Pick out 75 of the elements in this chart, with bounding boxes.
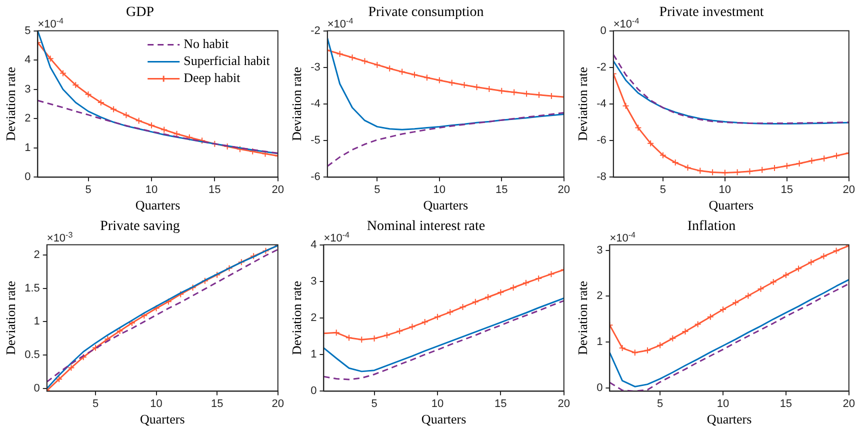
y-tick-label: -2 — [310, 24, 320, 37]
x-tick-label: 10 — [718, 184, 732, 196]
legend-label: Superficial habit — [184, 53, 270, 68]
y-tick-label: -8 — [596, 171, 606, 184]
y-axis-title: Deviation rate — [3, 66, 18, 141]
x-tick-label: 15 — [210, 398, 224, 410]
x-tick-label: 20 — [272, 398, 284, 410]
y-tick-label: 2 — [24, 112, 31, 125]
x-tick-label: 10 — [145, 184, 158, 196]
y-tick-label: -6 — [596, 134, 606, 147]
x-tick-label: 5 — [85, 184, 92, 196]
x-tick-label: 5 — [374, 184, 380, 196]
y-axis-title: Deviation rate — [289, 280, 304, 355]
y-axis-title: Deviation rate — [289, 66, 304, 141]
chart-title: GDP — [126, 5, 154, 20]
x-tick-label: 10 — [716, 398, 730, 410]
x-axis-title: Quarters — [706, 412, 752, 427]
y-tick-label: 2 — [596, 290, 603, 302]
y-tick-label: 1 — [24, 142, 31, 154]
chart-title: Private saving — [100, 219, 180, 234]
y-tick-label: 3 — [596, 244, 603, 256]
y-tick-label: 0 — [596, 382, 603, 394]
y-tick-label: 1 — [310, 348, 317, 361]
x-axis-title: Quarters — [423, 198, 468, 213]
x-tick-label: 5 — [92, 398, 99, 410]
chart-title: Private consumption — [368, 5, 484, 20]
chart-title: Nominal interest rate — [366, 219, 486, 234]
y-tick-label: 3 — [24, 83, 31, 96]
y-tick-label: 1.5 — [24, 282, 40, 294]
y-tick-label: -5 — [310, 134, 320, 147]
y-tick-label: -4 — [310, 98, 320, 110]
y-tick-label: -6 — [310, 171, 320, 184]
chart-title: Private investment — [659, 5, 764, 20]
x-tick-label: 5 — [660, 184, 666, 196]
y-tick-label: -3 — [310, 61, 320, 74]
x-tick-label: 15 — [208, 184, 221, 196]
x-tick-label: 10 — [431, 398, 444, 410]
y-tick-label: 4 — [310, 238, 317, 251]
y-axis-title: Deviation rate — [3, 280, 18, 355]
y-tick-label: -2 — [596, 61, 606, 74]
y-tick-label: 0 — [310, 385, 317, 398]
y-tick-label: 1 — [596, 336, 603, 348]
x-tick-label: 5 — [657, 398, 664, 410]
legend-label: No habit — [184, 36, 230, 52]
y-tick-label: 4 — [24, 54, 31, 66]
x-tick-label: 15 — [780, 398, 792, 410]
y-tick-label: 1 — [34, 316, 40, 328]
y-tick-label: 0.5 — [24, 349, 40, 362]
x-tick-label: 15 — [494, 398, 507, 410]
x-tick-label: 15 — [780, 184, 794, 196]
y-tick-label: 3 — [310, 275, 317, 288]
x-axis-title: Quarters — [708, 198, 754, 213]
y-tick-label: 0 — [34, 382, 40, 395]
chart-title: Inflation — [687, 219, 736, 234]
x-tick-label: 20 — [842, 184, 856, 196]
y-tick-label: -4 — [596, 98, 606, 110]
y-tick-label: 0 — [24, 171, 31, 184]
y-tick-label: 2 — [34, 248, 40, 261]
legend-label: Deep habit — [184, 70, 241, 86]
y-axis-title: Deviation rate — [575, 280, 590, 355]
y-tick-label: 5 — [24, 24, 31, 37]
x-tick-label: 20 — [558, 184, 570, 196]
y-tick-label: 0 — [600, 24, 606, 37]
x-tick-label: 10 — [150, 398, 162, 410]
x-axis-title: Quarters — [140, 412, 185, 427]
x-tick-label: 20 — [842, 398, 856, 410]
x-tick-label: 20 — [558, 398, 570, 410]
x-axis-title: Quarters — [135, 198, 180, 213]
y-axis-title: Deviation rate — [575, 66, 590, 141]
x-tick-label: 10 — [433, 184, 446, 196]
y-tick-label: 2 — [310, 312, 317, 324]
x-tick-label: 5 — [371, 398, 378, 410]
x-axis-title: Quarters — [421, 412, 466, 427]
x-tick-label: 20 — [272, 184, 284, 196]
x-tick-label: 15 — [496, 184, 508, 196]
